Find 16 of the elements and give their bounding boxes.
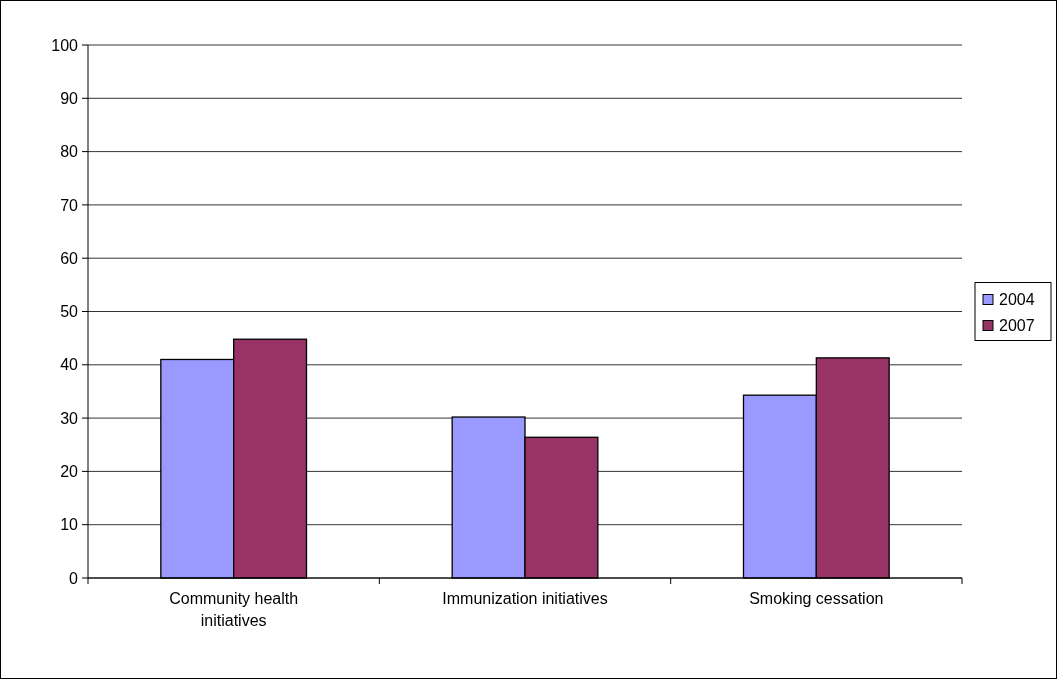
- x-tick-label: Immunization initiatives: [442, 590, 608, 607]
- y-tick-label: 50: [60, 303, 79, 321]
- y-tick-label: 20: [60, 463, 79, 480]
- legend-label: 2007: [999, 317, 1035, 335]
- y-tick-label: 40: [60, 356, 79, 374]
- y-tick-label: 100: [51, 36, 79, 54]
- y-tick-label: 0: [69, 569, 79, 587]
- y-tick-label: 80: [60, 143, 79, 161]
- x-tick-label: Smoking cessation: [749, 590, 884, 607]
- x-tick-label: Community health initiatives: [169, 590, 299, 629]
- legend-label: 2004: [999, 291, 1035, 309]
- y-tick-label: 60: [60, 249, 79, 267]
- y-tick-label: 10: [60, 516, 79, 534]
- y-tick-label: 70: [60, 196, 79, 214]
- y-tick-label: 90: [60, 89, 79, 107]
- y-tick-label: 30: [60, 409, 79, 427]
